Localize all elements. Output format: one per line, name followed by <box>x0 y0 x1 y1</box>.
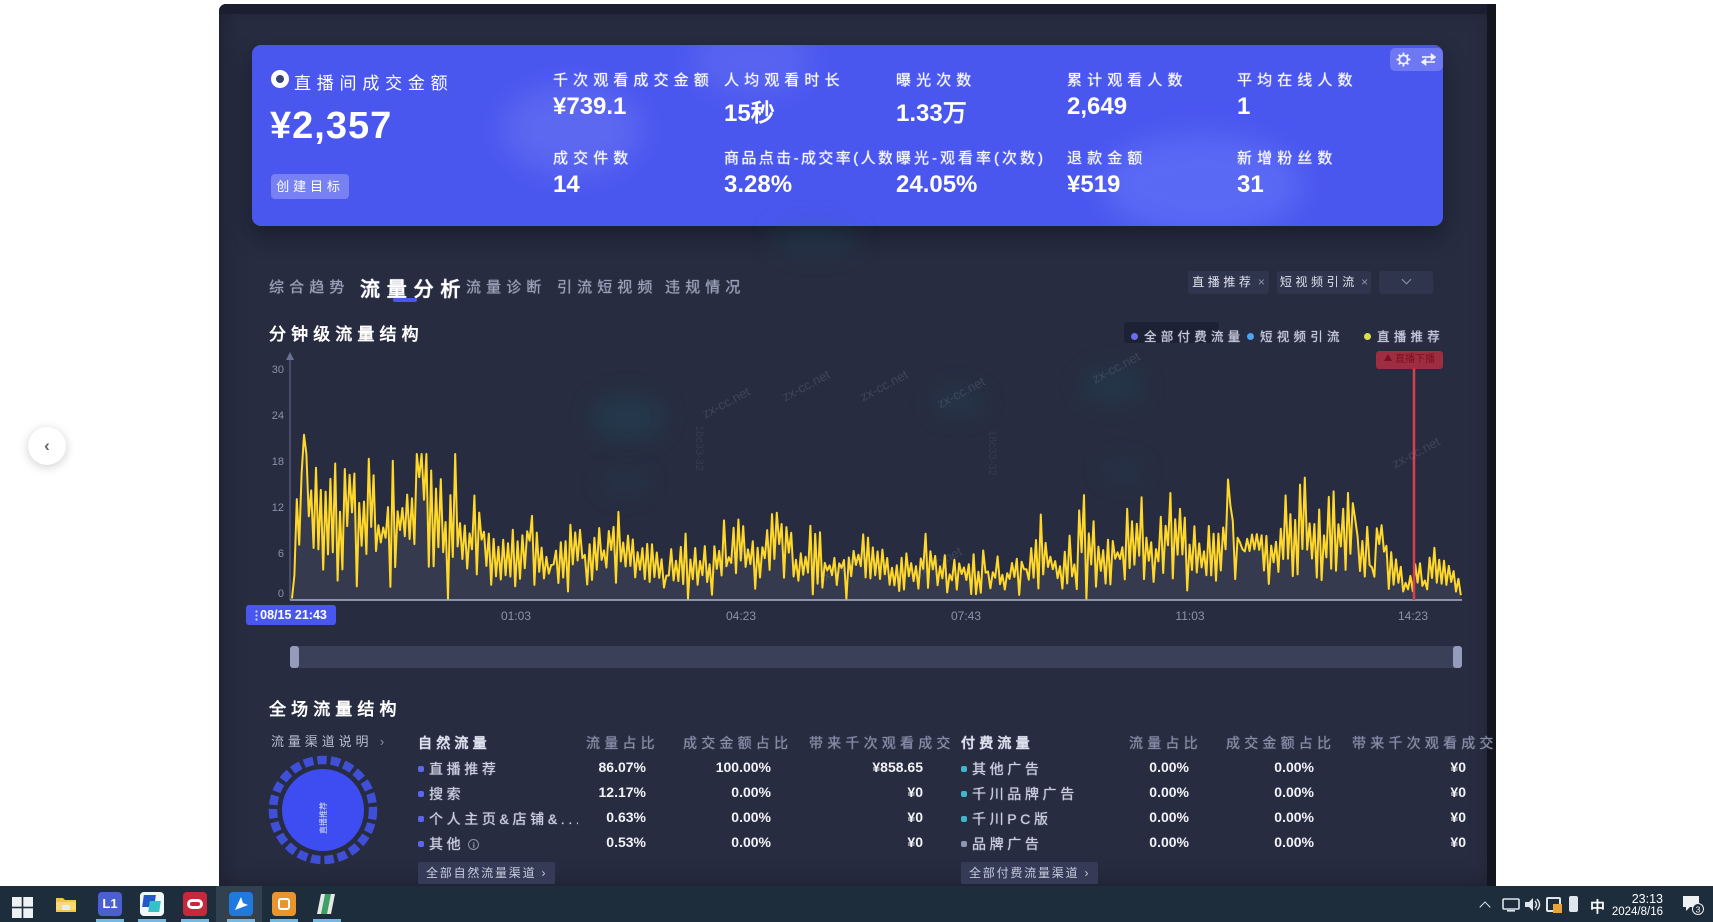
svg-text:直播推荐: 直播推荐 <box>318 802 328 834</box>
svg-text:3: 3 <box>1696 905 1701 915</box>
